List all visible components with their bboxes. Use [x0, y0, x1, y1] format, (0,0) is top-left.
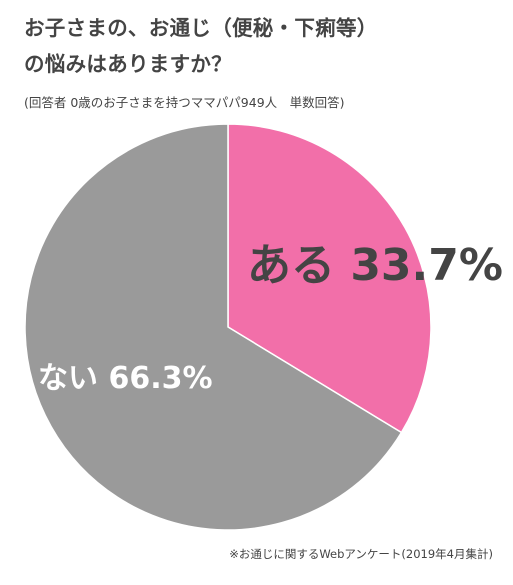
- pie-slice-nai: [24, 123, 403, 531]
- pie-slice-aru: [227, 123, 432, 434]
- source-note: ※お通じに関するWebアンケート(2019年4月集計): [229, 547, 493, 561]
- chart-title: お子さまの、お通じ（便秘・下痢等） の悩みはありますか？: [24, 10, 494, 82]
- slice-label-nai: ない 66.3%: [38, 361, 213, 396]
- chart-subtitle: (回答者 0歳のお子さまを持つママパパ949人 単数回答): [24, 95, 345, 110]
- chart-title-line1: お子さまの、お通じ（便秘・下痢等）: [24, 16, 378, 40]
- slice-label-aru: ある 33.7%: [247, 240, 503, 291]
- chart-title-line2: の悩みはありますか？: [24, 52, 232, 76]
